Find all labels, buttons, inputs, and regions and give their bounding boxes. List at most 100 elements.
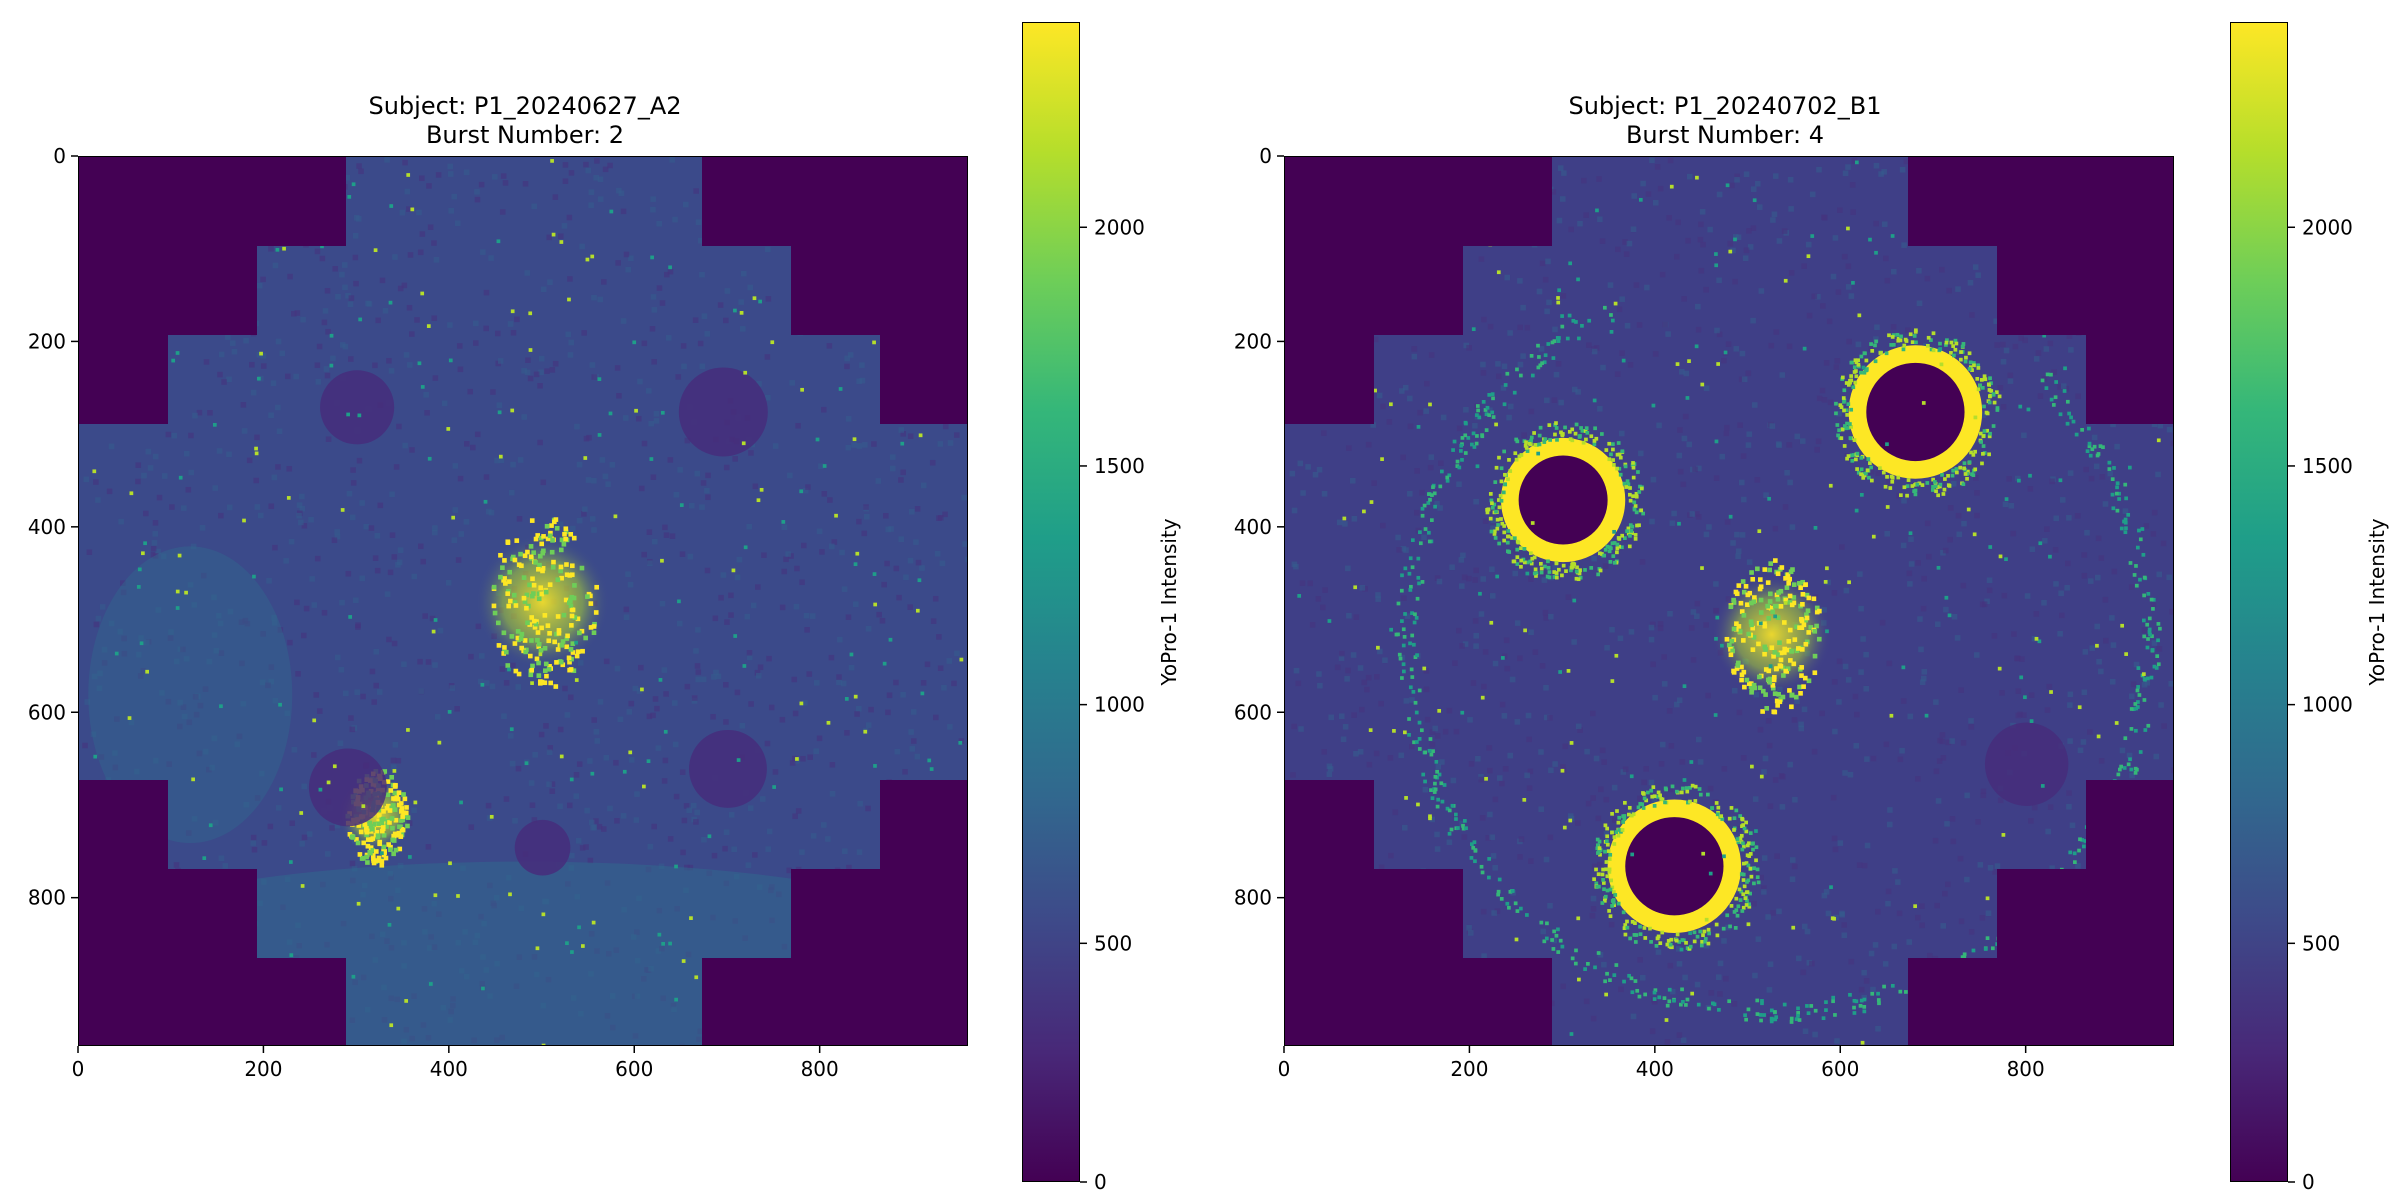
bright-speck (567, 667, 572, 673)
ring-speck (1506, 534, 1510, 539)
ring-speck (1519, 564, 1523, 569)
texture-speck (346, 490, 353, 497)
texture-speck (1955, 512, 1962, 519)
bright-speck (1730, 648, 1736, 654)
texture-speck (1644, 284, 1650, 291)
ring-speck (1579, 426, 1583, 430)
texture-speck (1812, 1044, 1819, 1045)
texture-speck (1550, 189, 1557, 195)
arc-speck (2129, 727, 2134, 731)
texture-speck (699, 271, 705, 278)
arc-speck (1432, 491, 1437, 496)
arc-speck (1410, 538, 1415, 543)
texture-speck (490, 389, 496, 395)
texture-speck (2102, 596, 2109, 603)
texture-speck (1956, 531, 1963, 538)
arc-speck (1610, 318, 1615, 323)
ring-speck (1925, 343, 1930, 348)
texture-speck (1538, 749, 1544, 755)
texture-speck (417, 249, 424, 256)
ring-speck (1981, 451, 1985, 456)
texture-speck (1340, 736, 1347, 743)
ring-speck (1620, 533, 1625, 538)
ring-speck (1899, 493, 1903, 498)
texture-speck (1434, 831, 1440, 838)
arc-speck (1413, 655, 1418, 660)
texture-speck (1649, 621, 1656, 628)
ring-speck (1601, 881, 1606, 885)
texture-speck (1657, 185, 1664, 192)
bright-speck (1765, 580, 1771, 585)
texture-speck (837, 636, 843, 643)
ring-speck (1615, 542, 1620, 547)
ring-speck (1539, 566, 1544, 571)
arc-speck (1410, 675, 1415, 679)
arc-speck (2142, 677, 2147, 681)
scatter-speck (396, 906, 401, 911)
texture-speck (591, 374, 598, 380)
texture-speck (1987, 865, 1994, 871)
texture-speck (1899, 167, 1906, 173)
texture-speck (2029, 546, 2036, 553)
arc-speck (2098, 444, 2103, 449)
scatter-speck (694, 975, 699, 980)
texture-speck (1565, 594, 1572, 600)
texture-speck (1658, 761, 1665, 767)
texture-speck (1916, 267, 1922, 274)
bright-speck (1789, 692, 1795, 698)
bright-speck (569, 656, 574, 662)
texture-speck (2052, 547, 2059, 553)
bright-speck (579, 628, 585, 634)
ring-speck (1488, 492, 1493, 496)
texture-speck (1670, 988, 1676, 995)
scatter-speck (340, 508, 345, 512)
texture-speck (83, 476, 90, 483)
texture-speck (1927, 952, 1933, 959)
ring-speck (1596, 572, 1601, 577)
texture-speck (1526, 785, 1533, 791)
texture-speck (1854, 711, 1860, 718)
arc-speck (2111, 506, 2116, 511)
texture-speck (1583, 212, 1589, 218)
texture-speck (1842, 770, 1848, 776)
texture-speck (1680, 481, 1687, 488)
scatter-speck (646, 759, 651, 764)
bright-speck (1739, 664, 1744, 670)
bright-speck (1745, 602, 1750, 608)
bright-speck (537, 679, 543, 684)
texture-speck (930, 618, 937, 624)
bright-speck (1741, 613, 1747, 618)
texture-speck (939, 560, 946, 567)
texture-speck (538, 670, 545, 677)
texture-speck (1297, 460, 1304, 467)
ring-speck (1625, 479, 1630, 484)
texture-speck (549, 781, 556, 787)
texture-speck (2161, 723, 2167, 729)
texture-speck (1679, 759, 1686, 765)
ring-speck (1945, 338, 1949, 343)
texture-speck (486, 508, 492, 515)
texture-speck (1619, 296, 1625, 302)
texture-speck (510, 461, 516, 468)
scatter-speck (279, 787, 283, 792)
texture-speck (404, 188, 411, 195)
bright-speck (1786, 638, 1792, 644)
texture-speck (581, 511, 587, 517)
texture-speck (240, 402, 247, 408)
ring-speck (1699, 943, 1704, 948)
scatter-speck (497, 410, 502, 415)
arc-speck (2072, 851, 2077, 856)
texture-speck (1639, 559, 1646, 565)
texture-speck (1557, 165, 1564, 171)
texture-speck (1819, 710, 1825, 717)
ring-speck (1652, 804, 1657, 808)
bright-speck (1763, 692, 1768, 697)
texture-speck (755, 584, 761, 590)
arc-speck (1475, 404, 1480, 408)
texture-speck (793, 603, 800, 610)
texture-speck (801, 542, 807, 549)
texture-speck (2155, 471, 2161, 478)
bright-speck (531, 591, 536, 596)
texture-speck (1765, 718, 1772, 724)
scatter-speck (609, 209, 614, 214)
